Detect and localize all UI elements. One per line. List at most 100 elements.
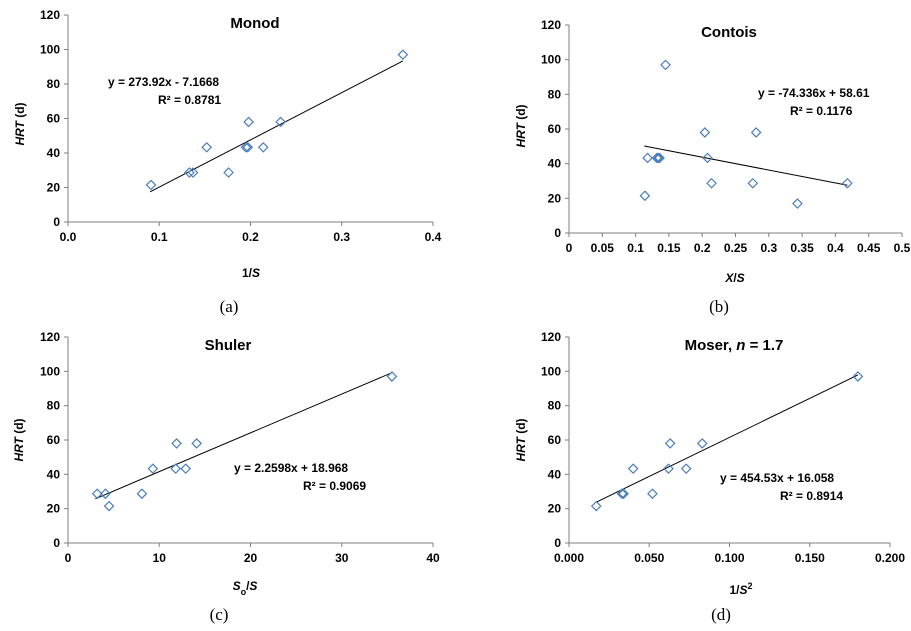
chart-shuler: 0 20 40 60 80 100 120 0 10 20 30 40 Shuler y = 2.2598…	[12, 330, 440, 624]
trendline	[149, 60, 404, 193]
data-point	[702, 152, 713, 164]
y-tick-label: 60	[548, 433, 562, 447]
data-point	[750, 127, 762, 138]
r-squared-label: R² = 0.8781	[158, 93, 221, 107]
r-squared-label: R² = 0.9069	[303, 479, 366, 493]
data-point	[187, 167, 199, 178]
y-tick-label: 100	[541, 364, 561, 378]
x-tick-label: 0.150	[795, 551, 825, 565]
x-tick-label: 30	[335, 551, 349, 565]
y-tick-label: 40	[47, 467, 61, 481]
x-tick-label: 0.050	[634, 551, 664, 565]
y-tick-label: 0	[554, 536, 561, 550]
y-axis-title: HRT (d)	[514, 418, 528, 461]
x-tick-label: 0.1	[151, 230, 168, 244]
data-point	[275, 116, 286, 128]
x-tick-label: 0.2	[242, 230, 259, 244]
y-tick-label: 0	[53, 215, 60, 229]
data-point	[663, 463, 674, 475]
y-tick-label: 40	[548, 157, 562, 171]
x-tick-label: 0.2	[694, 241, 711, 255]
chart-title: Moser, n = 1.7	[685, 337, 784, 354]
trendline-equation: y = 2.2598x + 18.968	[234, 461, 348, 475]
trendline-equation: y = 273.92x - 7.1668	[108, 75, 219, 89]
y-tick-label: 120	[541, 330, 561, 344]
data-point	[618, 488, 629, 500]
r-squared-label: R² = 0.1176	[790, 104, 853, 118]
x-tick-label: 40	[426, 551, 440, 565]
data-point	[852, 371, 864, 382]
x-tick-label: 0.5	[894, 241, 911, 255]
y-tick-label: 20	[548, 191, 562, 205]
panel-caption: (a)	[220, 297, 239, 316]
trendline	[95, 372, 393, 500]
data-point	[651, 152, 663, 164]
x-tick-label: 0.3	[760, 241, 777, 255]
x-tick-label: 0	[65, 551, 72, 565]
data-point	[257, 141, 269, 153]
data-point	[639, 190, 651, 202]
data-point	[240, 141, 252, 153]
y-tick-label: 60	[47, 433, 61, 447]
data-point	[386, 371, 398, 382]
data-point	[660, 59, 671, 71]
trendline-equation: y = -74.336x + 58.61	[758, 86, 870, 100]
chart-title: Monod	[230, 15, 279, 32]
y-tick-label: 40	[47, 146, 61, 160]
data-point	[699, 127, 711, 138]
y-tick-label: 40	[548, 467, 562, 481]
y-tick-label: 80	[548, 399, 562, 413]
x-tick-label: 0.05	[591, 241, 615, 255]
y-tick-label: 20	[47, 502, 61, 516]
y-tick-label: 120	[40, 8, 60, 22]
x-tick-label: 0.100	[714, 551, 744, 565]
y-tick-label: 100	[541, 53, 561, 67]
x-tick-label: 0	[566, 241, 573, 255]
y-tick-label: 60	[47, 112, 61, 126]
y-axis-title: HRT (d)	[514, 104, 528, 147]
x-tick-label: 0.45	[857, 241, 881, 255]
data-point	[664, 438, 676, 449]
x-axis-title: 1/S	[242, 266, 260, 280]
data-point	[145, 179, 157, 191]
x-tick-label: 0.4	[425, 230, 442, 244]
r-squared-label: R² = 0.8914	[780, 489, 843, 503]
data-point	[184, 167, 195, 178]
chart-contois: 0 20 40 60 80 100 120 0 0.05 0.1 0.15 0.2 0.25 0.3 0.3…	[514, 18, 911, 316]
data-point	[616, 488, 628, 500]
x-tick-label: 0.4	[827, 241, 844, 255]
panel-caption: (d)	[711, 605, 731, 624]
y-tick-label: 100	[40, 43, 60, 57]
data-point	[242, 141, 254, 153]
y-tick-label: 80	[47, 399, 61, 413]
data-point	[201, 141, 213, 153]
data-point	[627, 463, 639, 475]
x-tick-label: 10	[153, 551, 167, 565]
x-tick-label: 20	[244, 551, 258, 565]
data-point	[792, 198, 803, 209]
data-point	[654, 152, 665, 164]
trendline	[596, 374, 859, 503]
y-tick-label: 80	[548, 87, 562, 101]
x-axis-title: 1/S2	[729, 581, 752, 597]
x-axis-title: So/S	[233, 579, 258, 597]
data-point	[243, 116, 255, 128]
y-tick-label: 100	[40, 364, 60, 378]
x-tick-label: 0.000	[554, 551, 584, 565]
data-point	[91, 488, 103, 500]
data-point	[647, 488, 658, 500]
data-point	[147, 463, 159, 475]
data-point	[696, 438, 708, 449]
y-tick-label: 0	[554, 226, 561, 240]
y-axis-title: HRT (d)	[13, 102, 27, 145]
chart-title: Shuler	[205, 337, 252, 354]
y-axis-title: HRT (d)	[12, 418, 26, 461]
x-axis-title: X/S	[724, 271, 744, 285]
x-tick-label: 0.0	[60, 230, 77, 244]
data-point	[180, 463, 192, 475]
data-point	[100, 488, 111, 500]
data-point	[191, 438, 203, 449]
data-point	[680, 463, 692, 475]
panel-caption: (c)	[210, 605, 229, 624]
